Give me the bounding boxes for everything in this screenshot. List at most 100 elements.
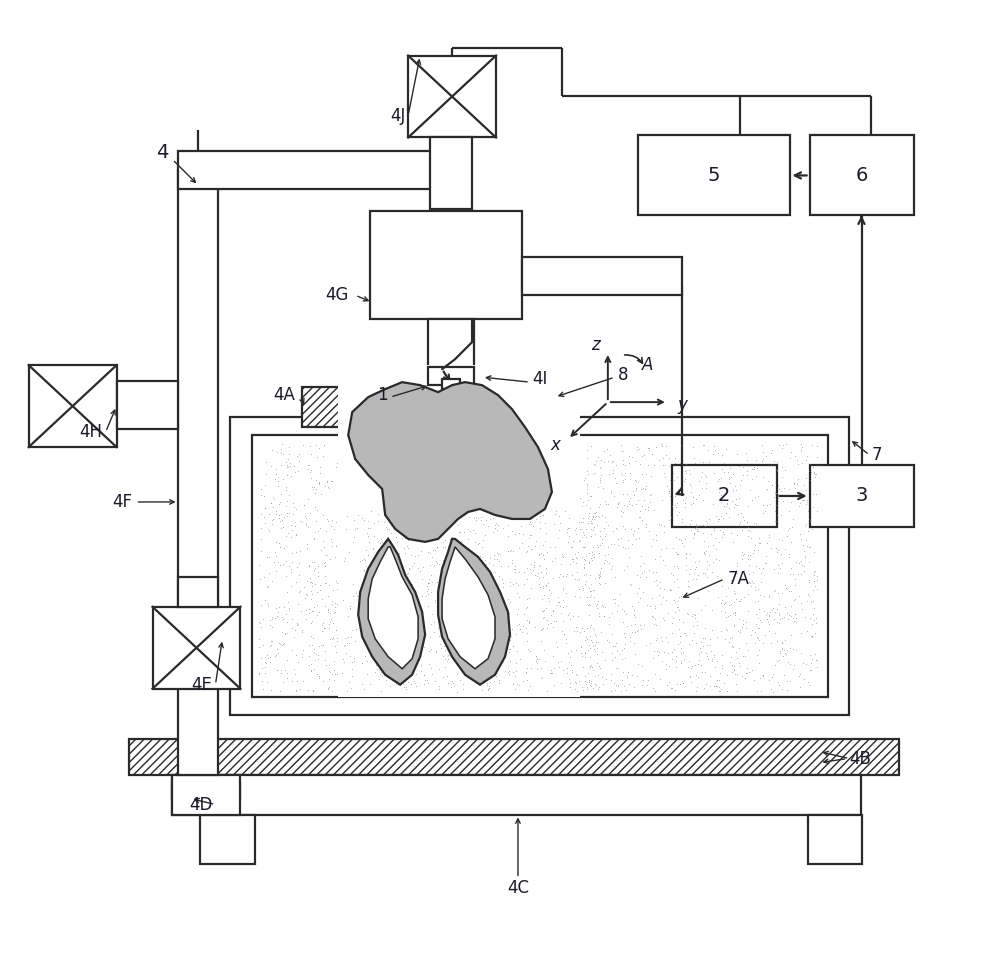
Point xyxy=(538,578,554,593)
Point xyxy=(375,572,391,588)
Point xyxy=(426,528,442,544)
Point xyxy=(653,630,669,645)
Point xyxy=(424,574,440,590)
Point xyxy=(451,587,467,602)
Point xyxy=(800,674,816,689)
Point xyxy=(560,645,576,660)
Point xyxy=(508,643,524,658)
Point xyxy=(439,573,455,589)
Point xyxy=(433,640,449,656)
Point xyxy=(592,497,608,512)
Point xyxy=(345,559,361,574)
Point xyxy=(656,524,672,540)
Point xyxy=(597,509,613,524)
Point xyxy=(519,612,535,628)
Point xyxy=(524,455,540,470)
Point xyxy=(667,456,683,471)
Point xyxy=(588,628,604,643)
Point xyxy=(793,443,809,458)
Point xyxy=(383,615,399,631)
Point xyxy=(426,561,442,576)
Point xyxy=(704,654,720,669)
Point xyxy=(531,602,547,617)
Point xyxy=(391,509,407,524)
Point xyxy=(735,547,751,563)
Point xyxy=(560,577,576,592)
Point xyxy=(494,571,510,587)
Point xyxy=(774,555,790,570)
Point xyxy=(805,459,821,475)
Point xyxy=(437,544,453,559)
Point xyxy=(381,505,397,521)
Point xyxy=(279,653,295,668)
Point xyxy=(455,681,471,697)
Point xyxy=(488,660,504,676)
Bar xyxy=(117,381,178,429)
Point xyxy=(362,464,378,479)
Point xyxy=(483,571,499,587)
Point xyxy=(354,600,370,615)
Point xyxy=(511,678,527,693)
Point xyxy=(570,609,586,624)
Point xyxy=(253,531,269,546)
Point xyxy=(450,565,466,580)
Point xyxy=(706,649,722,664)
Point xyxy=(570,564,586,579)
Point xyxy=(415,639,431,655)
Point xyxy=(696,437,712,453)
Point xyxy=(546,660,562,676)
Point xyxy=(345,589,361,604)
Point xyxy=(292,583,308,598)
Point xyxy=(739,463,755,478)
Point xyxy=(450,592,466,608)
Point xyxy=(729,446,745,461)
Point xyxy=(332,640,348,656)
Point xyxy=(806,612,822,628)
Point xyxy=(440,647,456,662)
Point xyxy=(440,496,456,511)
Point xyxy=(377,638,393,654)
Point xyxy=(395,483,411,499)
Point xyxy=(336,655,352,670)
Point xyxy=(342,600,358,615)
Point xyxy=(429,657,445,673)
Point xyxy=(591,568,607,583)
Point xyxy=(778,436,794,452)
Point xyxy=(652,574,668,590)
Point xyxy=(670,546,686,562)
Point xyxy=(548,560,564,575)
Point xyxy=(421,657,437,672)
Point xyxy=(665,610,681,625)
Point xyxy=(286,458,302,474)
Point xyxy=(344,460,360,476)
Point xyxy=(390,536,406,551)
Point xyxy=(592,576,608,591)
Point xyxy=(487,580,503,595)
Point xyxy=(504,564,520,579)
Point xyxy=(406,646,422,661)
Point xyxy=(582,619,598,634)
Point xyxy=(583,678,599,693)
Point xyxy=(568,555,584,570)
Point xyxy=(632,503,648,519)
Point xyxy=(362,615,378,631)
Point xyxy=(744,493,760,508)
Point xyxy=(337,537,353,552)
Point xyxy=(287,622,303,637)
Point xyxy=(341,607,357,622)
Point xyxy=(495,590,511,606)
Point xyxy=(683,478,699,494)
Point xyxy=(515,517,531,532)
Point xyxy=(279,459,295,475)
Point xyxy=(504,552,520,568)
Point xyxy=(524,506,540,522)
Point xyxy=(575,682,591,698)
Point xyxy=(371,616,387,632)
Point xyxy=(678,557,694,572)
Point xyxy=(508,627,524,642)
Point xyxy=(351,636,367,652)
Point xyxy=(487,521,503,536)
Point xyxy=(275,471,291,486)
Point xyxy=(582,658,598,674)
Point xyxy=(288,648,304,663)
